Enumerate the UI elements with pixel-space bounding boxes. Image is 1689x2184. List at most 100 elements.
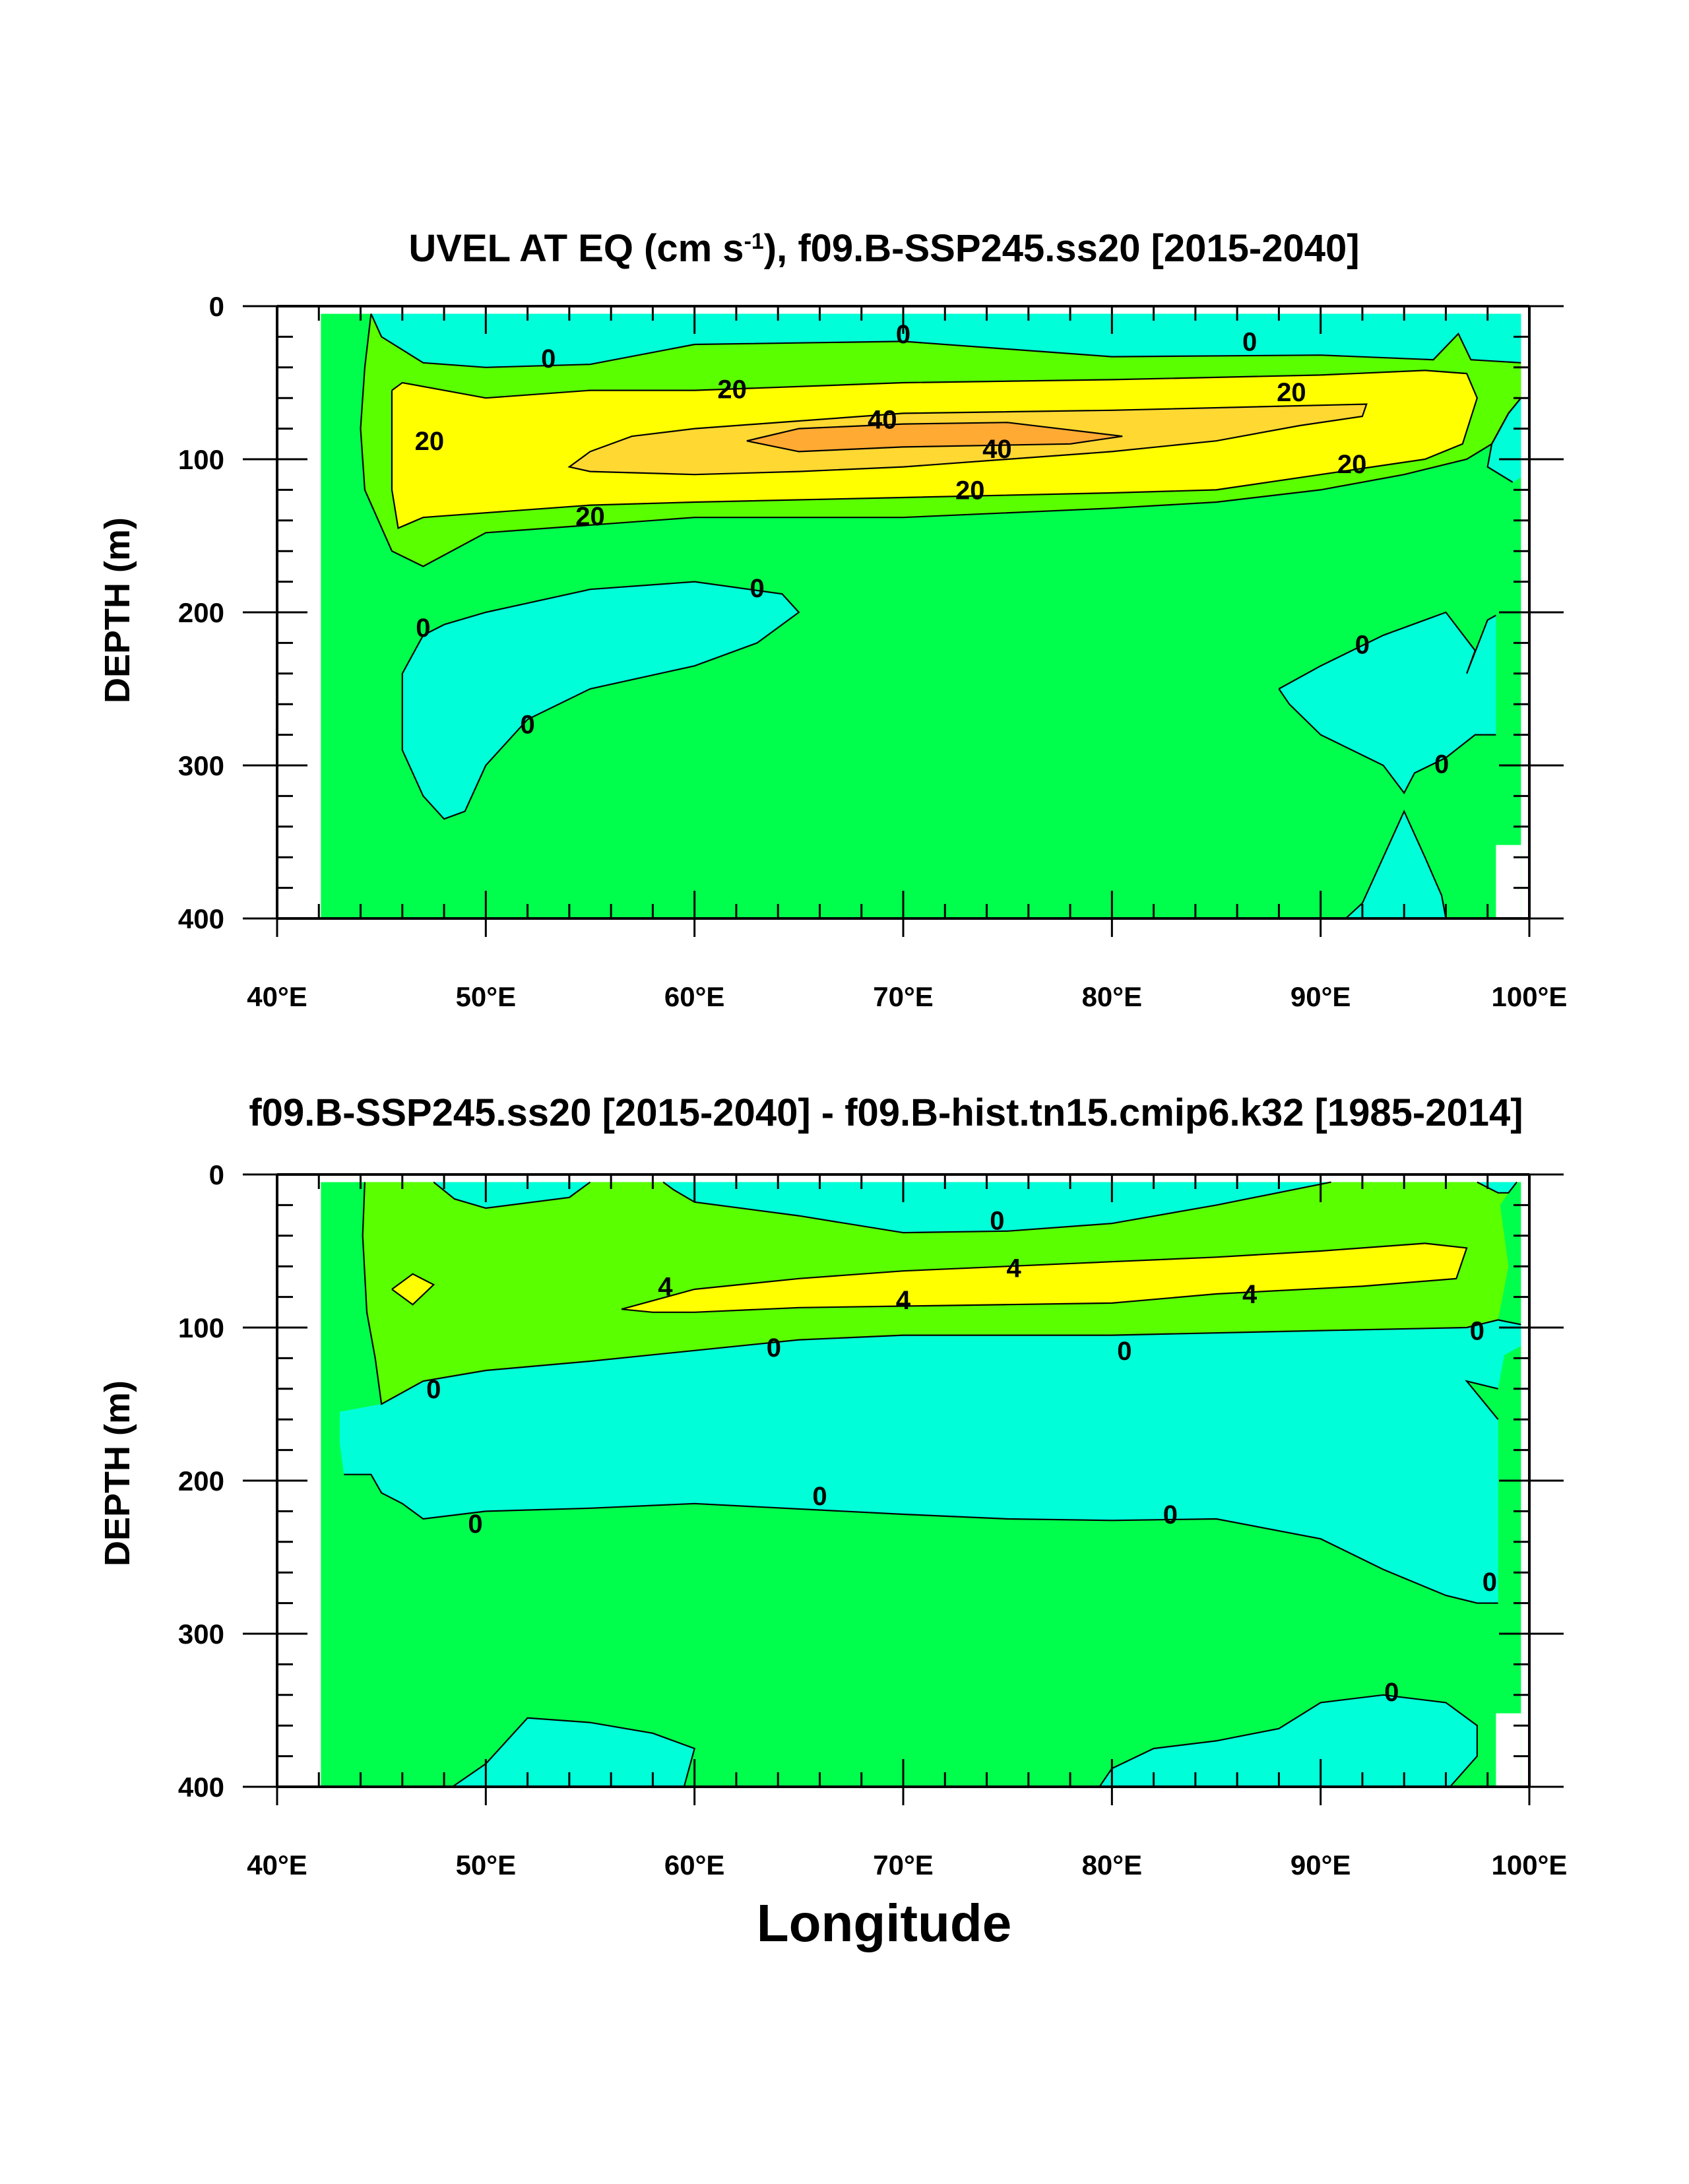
lower-x-tick-label-4: 80°E [1082, 1849, 1143, 1880]
lower-panel: f09.B-SSP245.ss20 [2015-2040] - f09.B-hi… [98, 1091, 1567, 1880]
lower-contour-label-12: 0 [1482, 1568, 1497, 1597]
lower-contour-label-4: 4 [1242, 1280, 1258, 1309]
upper-contour-label-14: 0 [1355, 631, 1370, 660]
upper-x-tick-label-0: 40°E [247, 981, 307, 1012]
lower-region-cyan-0 [433, 1182, 590, 1208]
upper-panel-axes: 40°E 50°E 60°E 70°E 80°E 90°E 100°E01002003004… [178, 291, 1568, 1012]
lower-contour-label-2: 4 [658, 1272, 673, 1301]
upper-contour-label-2: 0 [1242, 327, 1257, 356]
upper-x-tick-label-1: 50°E [456, 981, 517, 1012]
upper-x-tick-label-4: 80°E [1082, 981, 1143, 1012]
upper-contour-label-8: 20 [575, 502, 605, 531]
lower-y-tick-label-1: 100 [178, 1312, 224, 1343]
upper-panel: UVEL AT EQ (cm s-1), f09.B-SSP245.ss20 [… [98, 227, 1567, 1012]
lower-contour-label-5: 0 [1470, 1317, 1484, 1346]
upper-contour-line-9 [1486, 397, 1522, 483]
lower-y-tick-label-4: 400 [178, 1772, 224, 1803]
lower-y-tick-label-3: 300 [178, 1619, 224, 1650]
lower-contour-label-9: 0 [812, 1482, 827, 1511]
upper-contour-line-6 [1278, 611, 1496, 690]
lower-contour-line-8 [1099, 1694, 1478, 1787]
lower-contour-line-0 [433, 1181, 591, 1209]
lower-contour-label-6: 0 [767, 1333, 781, 1363]
upper-y-tick-label-0: 0 [209, 291, 224, 322]
lower-contour-line-5 [391, 1273, 435, 1306]
lower-panel-fills [321, 1182, 1521, 1787]
upper-y-tick-label-1: 100 [178, 444, 224, 475]
upper-contour-label-1: 0 [541, 344, 556, 373]
lower-region-cyan-4 [452, 1718, 695, 1787]
lower-contour-label-11: 0 [468, 1510, 482, 1539]
upper-contour-label-12: 0 [749, 574, 764, 603]
upper-region-cyan-8 [1279, 612, 1496, 793]
x-axis-label: Longitude [757, 1894, 1012, 1952]
upper-contour-line-5 [401, 581, 800, 820]
upper-contour-label-0: 0 [896, 320, 910, 349]
upper-contour-label-9: 40 [868, 406, 897, 435]
lower-x-tick-label-5: 90°E [1291, 1849, 1351, 1880]
upper-x-tick-label-3: 70°E [873, 981, 934, 1012]
upper-x-tick-label-6: 100°E [1492, 981, 1568, 1012]
lower-region-cyan-3 [339, 1320, 1521, 1603]
upper-contour-label-6: 20 [1337, 450, 1367, 479]
upper-contour-line-7 [1278, 688, 1496, 794]
lower-contour-label-13: 0 [1384, 1678, 1399, 1707]
lower-contour-line-6 [344, 1473, 1498, 1604]
lower-x-tick-label-1: 50°E [456, 1849, 517, 1880]
lower-contour-label-8: 0 [426, 1375, 441, 1404]
lower-contour-line-9 [1465, 1380, 1499, 1420]
upper-contour-label-10: 40 [982, 435, 1012, 464]
lower-contour-label-3: 4 [896, 1286, 911, 1315]
upper-panel-title: UVEL AT EQ (cm s-1), f09.B-SSP245.ss20 [… [408, 227, 1359, 270]
lower-x-tick-label-2: 60°E [664, 1849, 725, 1880]
lower-contour-line-4 [621, 1242, 1468, 1313]
upper-y-tick-label-3: 300 [178, 750, 224, 781]
upper-x-tick-label-5: 90°E [1291, 981, 1351, 1012]
upper-x-tick-label-2: 60°E [664, 981, 725, 1012]
lower-contour-line-3 [362, 1182, 1521, 1405]
lower-contour-label-7: 0 [1117, 1337, 1131, 1366]
upper-panel-y-axis-label: DEPTH (m) [98, 517, 137, 703]
upper-contour-label-15: 0 [1434, 750, 1449, 779]
lower-panel-title: f09.B-SSP245.ss20 [2015-2040] - f09.B-hi… [249, 1091, 1523, 1134]
upper-region-cyan-2 [1487, 398, 1521, 482]
lower-missing-data-0 [1496, 1713, 1521, 1787]
lower-y-tick-label-0: 0 [209, 1159, 224, 1190]
upper-region-cyan-7 [402, 581, 799, 819]
upper-contour-line-2 [391, 369, 1479, 529]
lower-x-tick-label-6: 100°E [1492, 1849, 1568, 1880]
upper-contour-line-4 [746, 422, 1123, 453]
lower-y-tick-label-2: 200 [178, 1465, 224, 1496]
upper-y-tick-label-2: 200 [178, 597, 224, 628]
upper-contour-line-1 [360, 313, 1522, 567]
upper-contour-line-8 [1345, 809, 1447, 919]
upper-panel-contour-lines [360, 313, 1522, 919]
lower-panel-y-axis-label: DEPTH (m) [98, 1380, 137, 1566]
lower-contour-label-1: 4 [1007, 1254, 1022, 1283]
lower-panel-axes: 40°E 50°E 60°E 70°E 80°E 90°E 100°E 0 100 200 300 4… [178, 1159, 1568, 1880]
upper-y-tick-label-4: 400 [178, 903, 224, 934]
upper-panel-contour-labels: 0 0 0 20 20 20 20 20 20 40 40 0 0 0 0 0 [415, 320, 1450, 779]
lower-contour-line-1 [662, 1181, 1331, 1234]
lower-region-yellow-7 [621, 1243, 1467, 1312]
upper-region-cyan-0 [321, 313, 1521, 368]
upper-contour-line-3 [567, 403, 1368, 476]
upper-contour-label-7: 20 [955, 476, 985, 505]
upper-missing-data-0 [1496, 845, 1521, 918]
upper-region-cyan-1 [433, 313, 507, 334]
lower-region-cyan-1 [663, 1182, 1331, 1233]
upper-region-cyan-9 [1345, 811, 1446, 918]
upper-contour-label-4: 20 [1277, 378, 1306, 407]
lower-region-cyan-5 [1099, 1694, 1477, 1787]
upper-contour-line-0 [370, 313, 1521, 368]
upper-contour-label-13: 0 [520, 710, 534, 739]
lower-x-tick-label-3: 70°E [873, 1849, 934, 1880]
lower-contour-label-10: 0 [1163, 1500, 1178, 1529]
upper-contour-label-5: 20 [415, 427, 445, 456]
lower-panel-contour-lines [344, 1181, 1521, 1787]
upper-contour-label-11: 0 [416, 614, 430, 643]
lower-x-tick-label-0: 40°E [247, 1849, 307, 1880]
lower-contour-label-0: 0 [990, 1207, 1004, 1236]
